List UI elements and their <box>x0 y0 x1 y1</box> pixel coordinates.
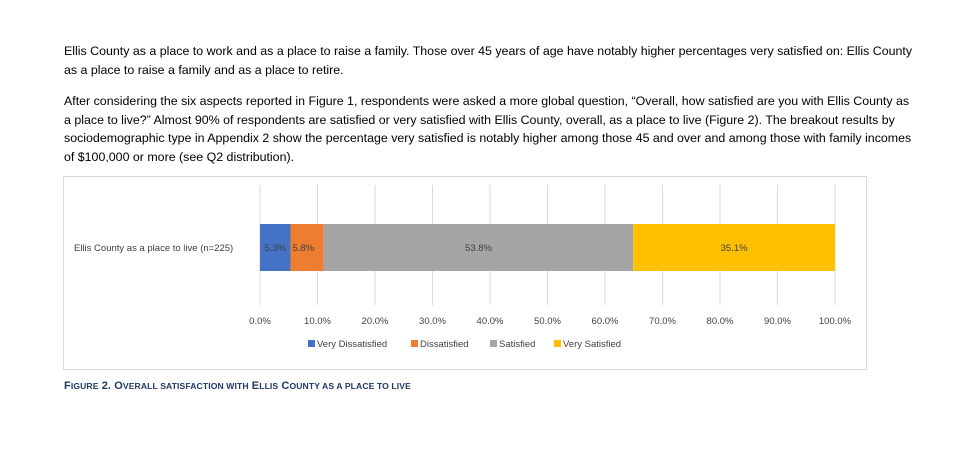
x-tick-label: 90.0% <box>764 316 791 327</box>
caption-part: LLIS <box>259 381 279 391</box>
legend-swatch <box>411 340 418 347</box>
data-label: 35.1% <box>721 243 748 254</box>
legend-label: Dissatisfied <box>420 339 469 350</box>
x-tick-label: 20.0% <box>362 316 389 327</box>
legend-label: Satisfied <box>499 339 535 350</box>
caption-part: E <box>248 380 260 392</box>
legend-swatch <box>308 340 315 347</box>
caption-part: VERALL SATISFACTION WITH <box>122 381 249 391</box>
caption-part: F <box>64 380 71 392</box>
x-tick-label: 40.0% <box>477 316 504 327</box>
caption-part: OUNTY AS A PLACE TO LIVE <box>289 381 411 391</box>
caption-part: IGURE <box>70 381 99 391</box>
paragraph-1: Ellis County as a place to work and as a… <box>64 44 913 77</box>
x-tick-label: 70.0% <box>649 316 676 327</box>
x-tick-label: 80.0% <box>707 316 734 327</box>
legend-label: Very Dissatisfied <box>317 339 387 350</box>
stacked-bar-chart-svg: 0.0% 10.0% 20.0% 30.0% 40.0% 50.0% 60.0% 70.0% 8… <box>74 185 852 350</box>
x-tick-label: 60.0% <box>592 316 619 327</box>
figure-caption: FIGURE 2. OVERALL SATISFACTION WITH ELLI… <box>64 380 411 392</box>
bar-segment-very-dissatisfied <box>260 224 291 271</box>
x-tick-label: 100.0% <box>819 316 852 327</box>
bar-segment-very-satisfied <box>633 224 835 271</box>
figure-2-chart: 0.0% 10.0% 20.0% 30.0% 40.0% 50.0% 60.0% 70.0% 8… <box>63 176 867 370</box>
data-label: 5.3% <box>264 243 286 254</box>
paragraph-2: After considering the six aspects report… <box>64 94 912 164</box>
data-label: 53.8% <box>465 243 492 254</box>
legend-label: Very Satisfied <box>563 339 621 350</box>
bar-segment-satisfied <box>323 224 634 271</box>
x-tick-label: 50.0% <box>534 316 561 327</box>
x-tick-label: 10.0% <box>304 316 331 327</box>
caption-part: 2. O <box>98 380 123 392</box>
legend-swatch <box>554 340 561 347</box>
category-label: Ellis County as a place to live (n=225) <box>74 243 233 254</box>
caption-part: C <box>278 380 290 392</box>
bar-segment-dissatisfied <box>290 224 324 271</box>
x-tick-label: 30.0% <box>419 316 446 327</box>
data-label: 5.8% <box>292 243 314 254</box>
x-tick-label: 0.0% <box>249 316 271 327</box>
legend-swatch <box>490 340 497 347</box>
